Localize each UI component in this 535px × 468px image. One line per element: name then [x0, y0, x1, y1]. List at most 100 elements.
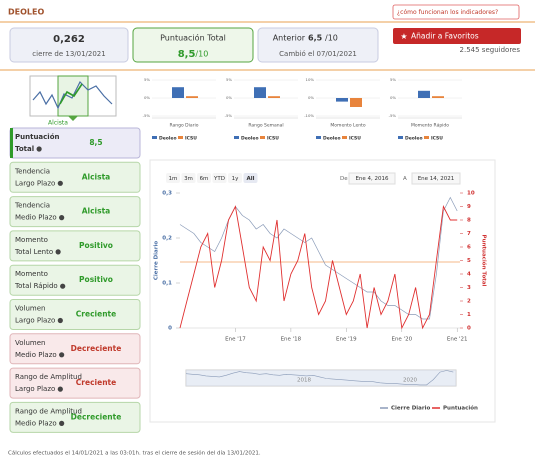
indicator-name: Total — [15, 145, 34, 153]
mini-legend-label: ICSU — [349, 136, 361, 142]
y2-tick-label: 4 — [467, 272, 471, 278]
favorite-button[interactable] — [393, 28, 521, 44]
help-link[interactable]: ¿cómo funcionan los indicadores? — [397, 9, 498, 16]
range-button[interactable] — [212, 173, 227, 183]
range-from-input[interactable] — [348, 172, 396, 185]
mini-title: Momento Rápido — [411, 122, 449, 129]
indicator-row — [9, 230, 141, 262]
range-button[interactable] — [181, 173, 196, 183]
indicator-row — [9, 333, 141, 365]
y-axis-title: Cierre Diario — [154, 241, 160, 280]
mini-y-tick-label: 0% — [390, 95, 396, 100]
mini-y-tick-label: -5% — [225, 113, 233, 118]
y2-tick-label: 7 — [467, 231, 471, 237]
range-button[interactable] — [197, 173, 211, 183]
info-icon — [36, 146, 42, 152]
range-button-label[interactable]: 1m — [169, 176, 178, 182]
indicator-name: Puntuación — [15, 133, 60, 141]
indicator-name: Largo Plazo — [15, 179, 55, 187]
range-button[interactable] — [228, 173, 242, 183]
close-box — [9, 27, 129, 63]
help-link-box[interactable] — [392, 4, 520, 20]
x-tick-label: Ene '17 — [225, 337, 246, 343]
mini-legend-swatch — [424, 136, 429, 139]
mini-legend-label: ICSU — [267, 136, 279, 142]
range-button-label[interactable]: 3m — [184, 176, 193, 182]
indicator-value: Alcista — [82, 207, 111, 216]
navigator-label: 2018 — [297, 378, 311, 384]
info-icon — [57, 317, 63, 324]
info-icon — [57, 180, 63, 186]
y2-tick-label: 0 — [467, 326, 471, 332]
followers: 2.545 seguidores — [460, 46, 521, 54]
mini-y-tick-label: 0% — [226, 95, 232, 100]
mini-y-tick-label: 5% — [144, 77, 150, 82]
trend-icon-arrow — [59, 83, 83, 105]
indicator-name: Momento — [15, 236, 48, 244]
indicator-value: Creciente — [76, 310, 116, 319]
mini-bar — [186, 96, 198, 98]
x-tick-label: Ene '18 — [281, 337, 302, 343]
mini-bar — [336, 98, 348, 102]
range-from[interactable]: Ene 4, 2016 — [355, 176, 389, 182]
range-button-label[interactable]: 1y — [232, 176, 239, 182]
navigator-selection[interactable] — [186, 370, 456, 386]
indicator-name: Largo Plazo — [15, 385, 55, 393]
mini-y-tick-label: 5% — [390, 77, 396, 82]
indicator-name: Rango de Amplitud — [15, 407, 82, 415]
score-max: /10 — [195, 50, 208, 59]
indicator-row — [9, 196, 141, 228]
score-value: 8,5 — [178, 49, 196, 60]
mini-y-tick-label: 0% — [144, 95, 150, 100]
range-button-label[interactable]: All — [246, 176, 254, 182]
info-icon — [59, 215, 65, 221]
indicator-name: Medio Plazo — [15, 419, 57, 427]
indicator-name: Medio Plazo — [15, 351, 57, 359]
y-tick-label: 0,2 — [162, 236, 172, 242]
mini-legend-label: Deoleo — [241, 136, 259, 142]
indicator-row — [9, 401, 141, 433]
mini-y-tick-label: -5% — [389, 113, 397, 118]
legend-label: Cierre Diario — [391, 406, 430, 412]
y2-tick-label: 6 — [467, 245, 471, 251]
range-to-input[interactable] — [411, 172, 461, 185]
range-button-label[interactable]: YTD — [213, 176, 225, 182]
mini-legend-label: ICSU — [185, 136, 197, 142]
mini-legend-swatch — [260, 136, 265, 139]
indicator-name: Volumen — [15, 339, 45, 347]
indicator-row — [9, 161, 141, 193]
mini-legend-swatch — [152, 136, 157, 139]
indicator-value: Decreciente — [71, 344, 122, 353]
changed-date: Cambió el 07/01/2021 — [279, 50, 357, 58]
footer-note: Cálculos efectuados el 14/01/2021 a las … — [8, 450, 261, 457]
indicator-name: Medio Plazo — [15, 214, 57, 222]
mini-y-tick-label: 5% — [226, 77, 232, 82]
info-icon — [57, 386, 63, 392]
indicator-name: Momento — [15, 270, 48, 278]
mini-y-tick-label: -10% — [304, 113, 314, 118]
mini-title: Momento Lento — [330, 123, 365, 129]
y2-tick-label: 1 — [467, 312, 471, 318]
info-icon — [55, 249, 61, 255]
range-button[interactable] — [166, 173, 180, 183]
score-box — [132, 27, 254, 63]
indicator-value: Positivo — [79, 275, 113, 284]
previous-label: Anterior — [273, 34, 306, 43]
range-button-label[interactable]: 6m — [200, 176, 209, 182]
company-title: DEOLEO — [8, 8, 44, 17]
close-date: cierre de 13/01/2021 — [32, 50, 105, 58]
favorite-label[interactable]: Añadir a Favoritos — [411, 32, 479, 41]
info-icon — [59, 352, 65, 358]
indicator-name: Tendencia — [14, 167, 50, 175]
range-to[interactable]: Ene 14, 2021 — [418, 176, 455, 182]
info-icon — [60, 283, 66, 289]
y2-tick-label: 5 — [467, 258, 471, 264]
mini-y-tick-label: 10% — [306, 77, 315, 82]
info-icon — [59, 420, 65, 426]
mini-legend-swatch — [398, 136, 403, 139]
mini-y-tick-label: -5% — [143, 113, 151, 118]
close-value: 0,262 — [53, 34, 85, 45]
series-line — [179, 205, 458, 330]
range-button[interactable] — [243, 173, 258, 183]
